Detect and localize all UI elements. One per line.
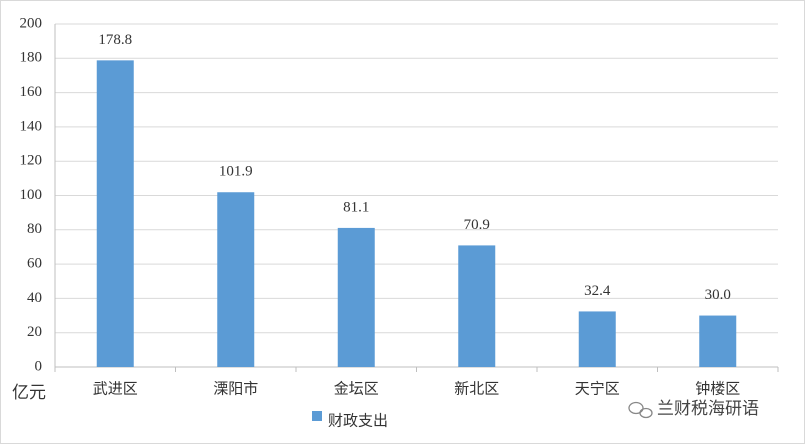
bar	[337, 227, 375, 367]
y-tick-label: 160	[20, 84, 43, 100]
watermark-icon	[628, 401, 653, 419]
bar	[699, 315, 737, 367]
x-tick-label: 天宁区	[575, 380, 620, 397]
y-tick-label: 120	[20, 153, 43, 169]
y-unit-label: 亿元	[12, 383, 46, 402]
value-label: 178.8	[98, 32, 132, 48]
y-tick-label: 0	[35, 358, 43, 374]
y-tick-label: 40	[27, 290, 42, 306]
x-tick-label: 溧阳市	[213, 380, 258, 397]
value-label: 30.0	[705, 287, 731, 303]
y-tick-label: 20	[27, 324, 42, 340]
value-label: 81.1	[343, 199, 369, 215]
y-tick-label: 180	[20, 50, 43, 66]
bar	[96, 60, 134, 367]
y-tick-label: 140	[20, 118, 43, 134]
value-label: 101.9	[219, 164, 253, 180]
y-tick-label: 60	[27, 256, 42, 272]
legend-swatch	[312, 411, 322, 421]
watermark: 兰财税海研语	[657, 399, 759, 418]
bar	[458, 245, 496, 367]
bar	[578, 311, 616, 367]
y-tick-label: 200	[20, 15, 43, 31]
x-tick-label: 钟楼区	[695, 380, 740, 397]
value-label: 70.9	[464, 217, 490, 233]
x-tick-label: 金坛区	[334, 380, 379, 397]
y-tick-label: 80	[27, 221, 42, 237]
x-tick-label: 新北区	[454, 380, 499, 397]
x-tick-label: 武进区	[93, 380, 138, 397]
y-tick-label: 100	[20, 187, 43, 203]
bar	[217, 192, 255, 367]
value-label: 32.4	[584, 283, 611, 299]
legend-label: 财政支出	[328, 412, 388, 429]
